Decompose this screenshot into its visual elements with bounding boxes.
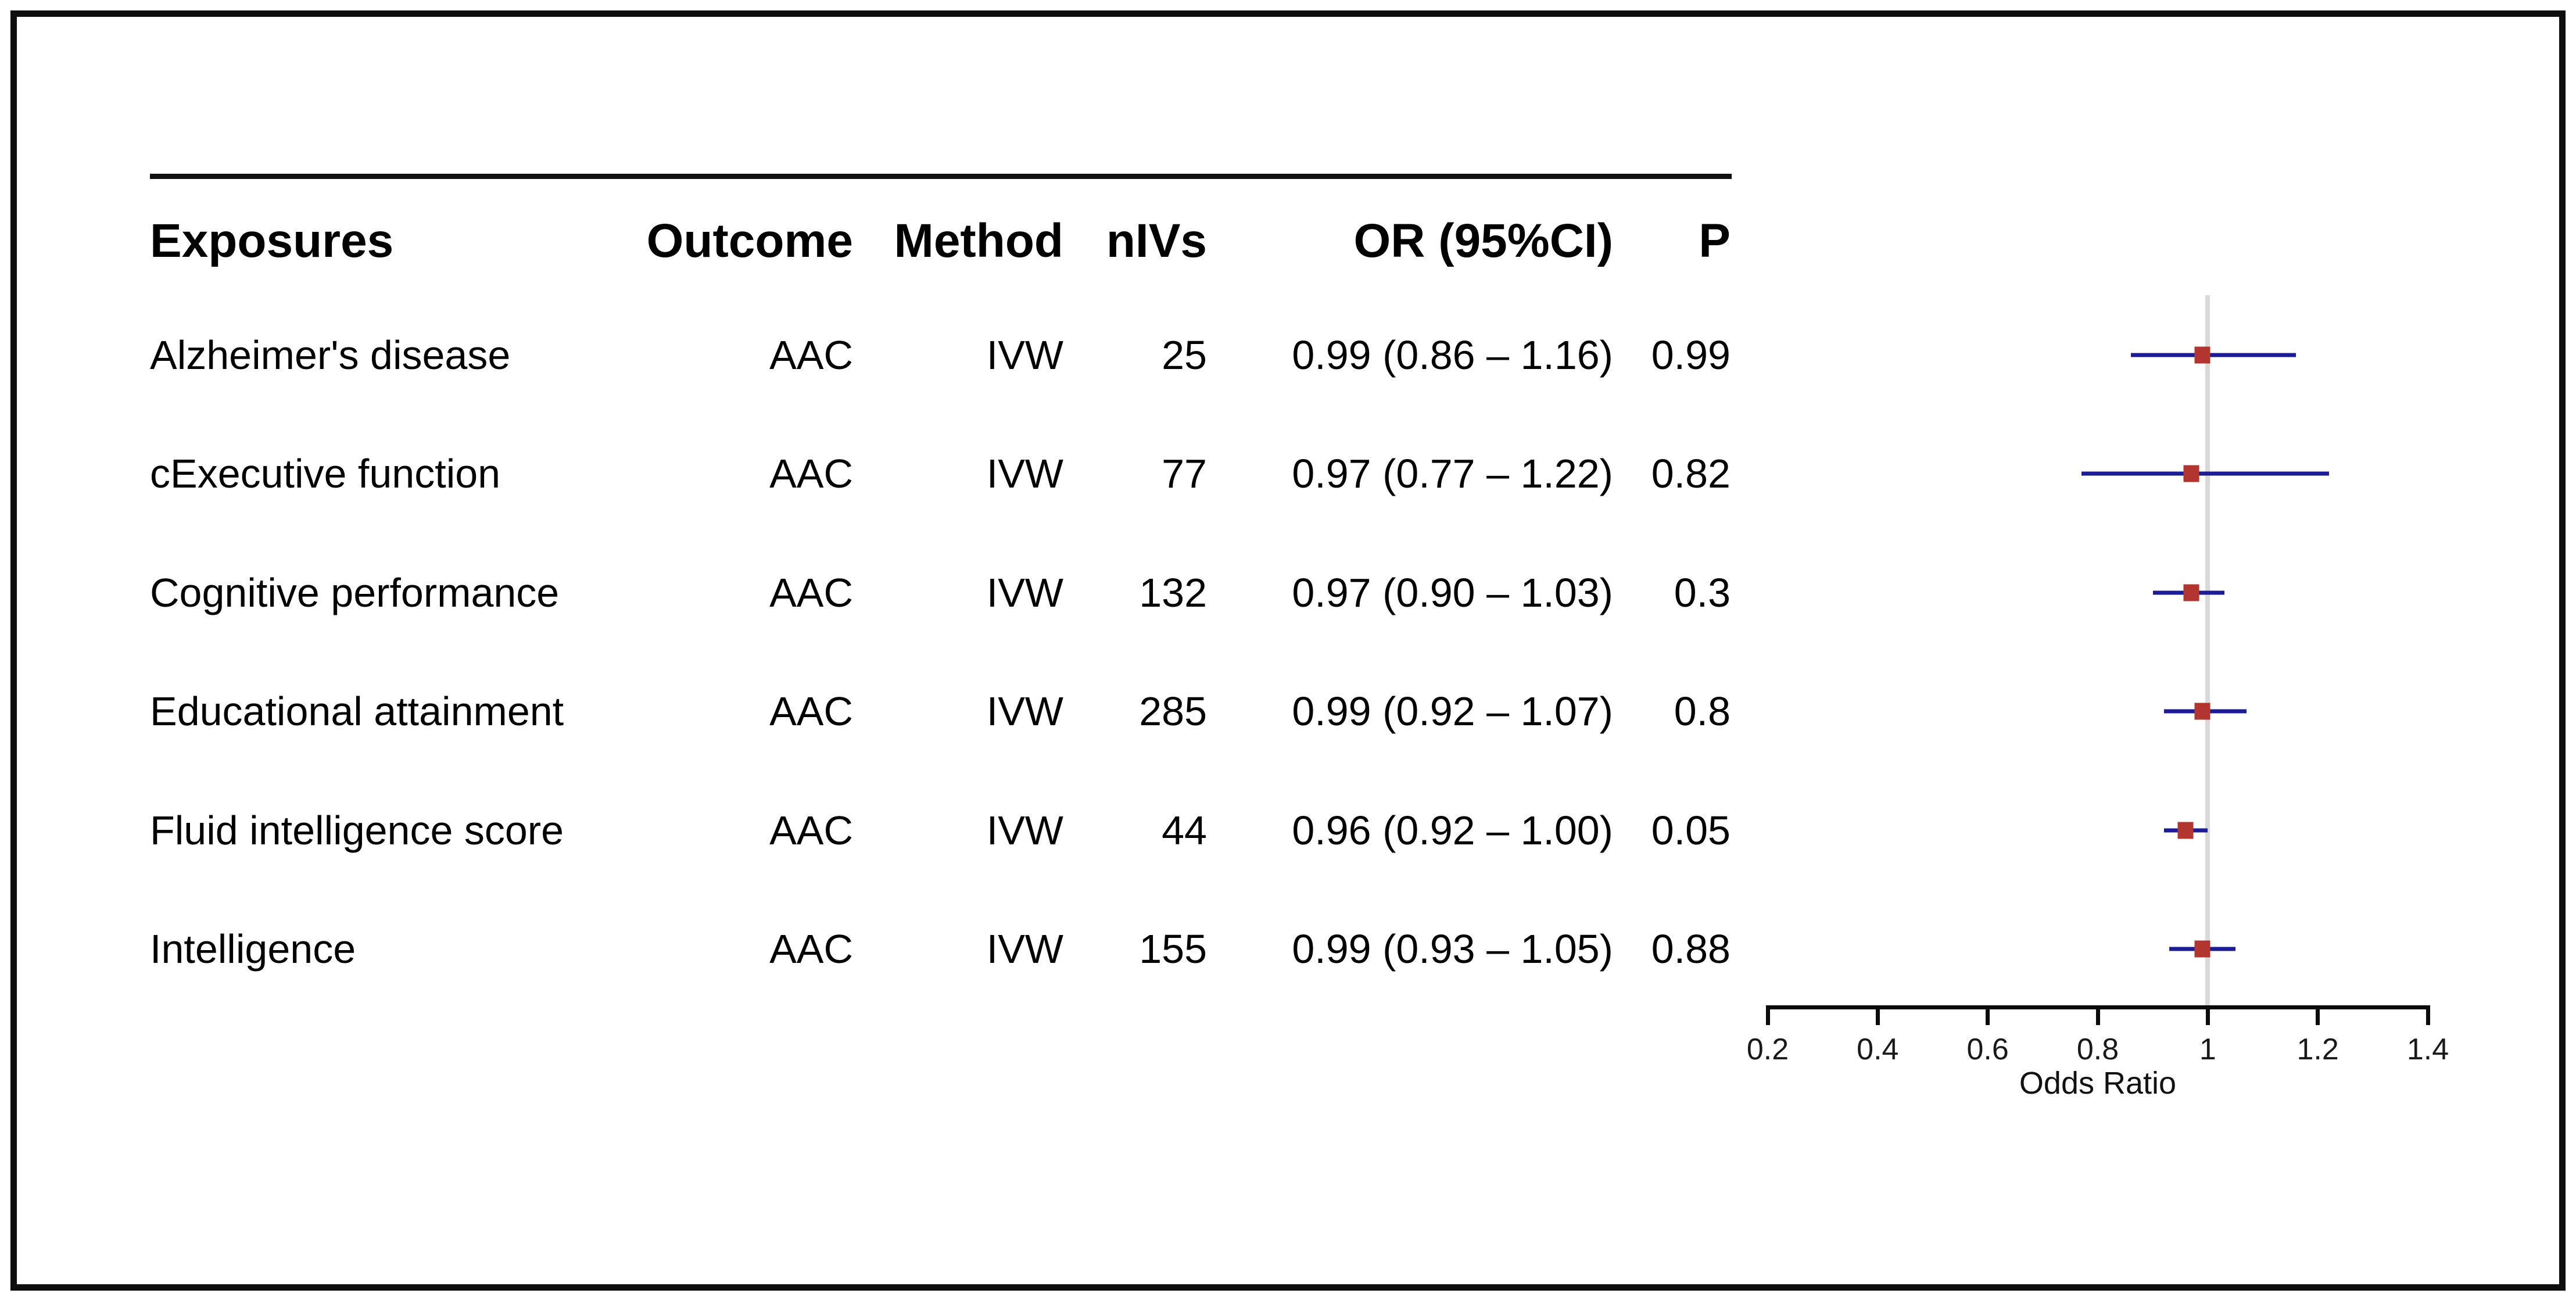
cell-nivs-row2: 77 bbox=[1162, 451, 1207, 497]
x-axis-title: Odds Ratio bbox=[2019, 1066, 2177, 1101]
point-marker-row6 bbox=[2194, 940, 2210, 958]
x-axis-tick-label-0.6: 0.6 bbox=[1966, 1033, 2009, 1066]
point-marker-row1 bbox=[2194, 346, 2210, 364]
cell-exposures-row1: Alzheimer's disease bbox=[150, 332, 511, 378]
cell-or_ci-row5: 0.96 (0.92 – 1.00) bbox=[1292, 807, 1613, 853]
cell-or_ci-row4: 0.99 (0.92 – 1.07) bbox=[1292, 689, 1613, 735]
ci-line-row2 bbox=[2081, 471, 2329, 476]
cell-or_ci-row3: 0.97 (0.90 – 1.03) bbox=[1292, 569, 1613, 615]
x-axis-tick-label-1.2: 1.2 bbox=[2296, 1033, 2339, 1066]
column-header-or_ci: OR (95%CI) bbox=[1353, 214, 1613, 267]
cell-p-row2: 0.82 bbox=[1651, 451, 1731, 497]
point-marker-row3 bbox=[2183, 584, 2199, 601]
cell-nivs-row3: 132 bbox=[1139, 569, 1207, 615]
point-marker-row5 bbox=[2177, 822, 2194, 839]
cell-nivs-row1: 25 bbox=[1162, 332, 1207, 378]
cell-or_ci-row2: 0.97 (0.77 – 1.22) bbox=[1292, 451, 1613, 497]
cell-method-row4: IVW bbox=[986, 689, 1063, 735]
cell-exposures-row4: Educational attainment bbox=[150, 689, 564, 735]
cell-exposures-row5: Fluid intelligence score bbox=[150, 807, 564, 853]
column-header-nivs: nIVs bbox=[1106, 214, 1207, 267]
cell-nivs-row5: 44 bbox=[1162, 807, 1207, 853]
cell-p-row3: 0.3 bbox=[1674, 569, 1731, 615]
cell-outcome-row4: AAC bbox=[769, 689, 853, 735]
x-axis-line bbox=[1765, 1005, 2430, 1009]
x-axis-tick-1 bbox=[2205, 1009, 2210, 1025]
x-axis-tick-1.2 bbox=[2316, 1009, 2320, 1025]
x-axis-tick-0.6 bbox=[1986, 1009, 1990, 1025]
x-axis-tick-0.8 bbox=[2095, 1009, 2100, 1025]
cell-method-row3: IVW bbox=[986, 569, 1063, 615]
cell-p-row4: 0.8 bbox=[1674, 689, 1731, 735]
cell-p-row1: 0.99 bbox=[1651, 332, 1731, 378]
point-marker-row2 bbox=[2183, 465, 2199, 482]
cell-outcome-row6: AAC bbox=[769, 926, 853, 972]
ci-line-row1 bbox=[2130, 353, 2296, 357]
x-axis-tick-label-1.4: 1.4 bbox=[2406, 1033, 2449, 1066]
x-axis-tick-label-0.2: 0.2 bbox=[1746, 1033, 1789, 1066]
cell-exposures-row2: cExecutive function bbox=[150, 451, 501, 497]
cell-method-row5: IVW bbox=[986, 807, 1063, 853]
cell-outcome-row1: AAC bbox=[769, 332, 853, 378]
cell-p-row6: 0.88 bbox=[1651, 926, 1731, 972]
cell-nivs-row4: 285 bbox=[1139, 689, 1207, 735]
column-header-method: Method bbox=[894, 214, 1063, 267]
x-axis-tick-0.4 bbox=[1875, 1009, 1880, 1025]
cell-or_ci-row6: 0.99 (0.93 – 1.05) bbox=[1292, 926, 1613, 972]
cell-outcome-row2: AAC bbox=[769, 451, 853, 497]
figure-border bbox=[10, 10, 2566, 1291]
x-axis-tick-label-0.4: 0.4 bbox=[1857, 1033, 1899, 1066]
cell-outcome-row5: AAC bbox=[769, 807, 853, 853]
x-axis-tick-0.2 bbox=[1765, 1009, 1770, 1025]
cell-method-row2: IVW bbox=[986, 451, 1063, 497]
column-header-outcome: Outcome bbox=[646, 214, 853, 267]
cell-exposures-row3: Cognitive performance bbox=[150, 569, 560, 615]
x-axis-tick-label-0.8: 0.8 bbox=[2076, 1033, 2119, 1066]
point-marker-row4 bbox=[2194, 703, 2210, 720]
table-header-rule bbox=[150, 174, 1732, 179]
x-axis-tick-1.4 bbox=[2425, 1009, 2430, 1025]
column-header-p: P bbox=[1699, 214, 1731, 267]
cell-p-row5: 0.05 bbox=[1651, 807, 1731, 853]
cell-method-row1: IVW bbox=[986, 332, 1063, 378]
cell-nivs-row6: 155 bbox=[1139, 926, 1207, 972]
cell-or_ci-row1: 0.99 (0.86 – 1.16) bbox=[1292, 332, 1613, 378]
column-header-exposures: Exposures bbox=[150, 214, 394, 267]
x-axis-tick-label-1: 1 bbox=[2199, 1033, 2216, 1066]
cell-exposures-row6: Intelligence bbox=[150, 926, 356, 972]
cell-outcome-row3: AAC bbox=[769, 569, 853, 615]
cell-method-row6: IVW bbox=[986, 926, 1063, 972]
reference-line bbox=[2205, 295, 2210, 1009]
